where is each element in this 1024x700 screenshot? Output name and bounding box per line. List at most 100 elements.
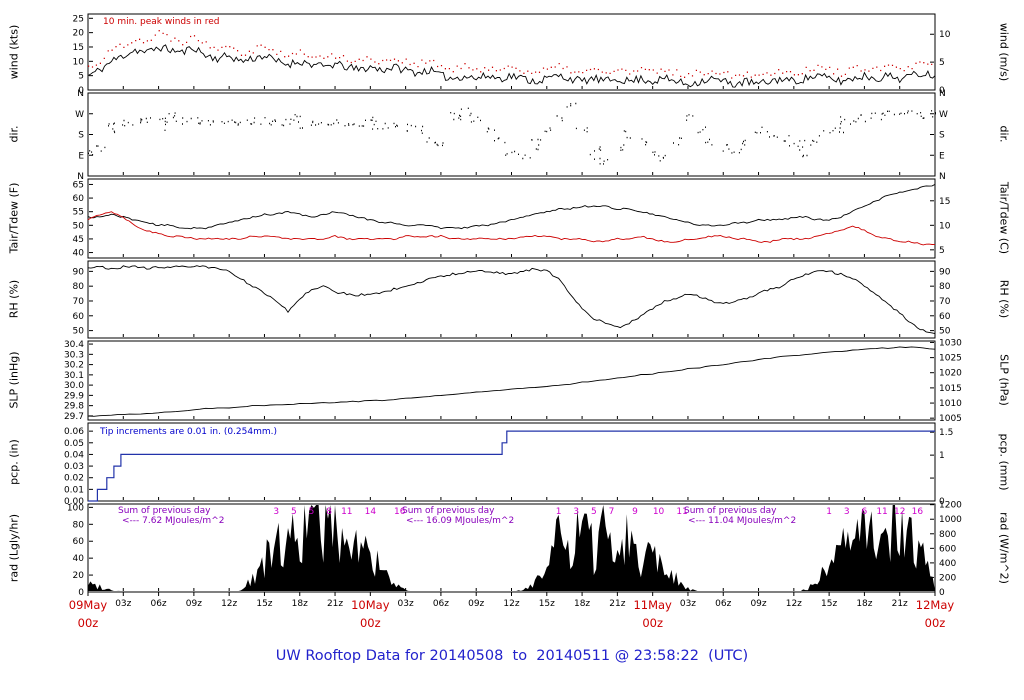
svg-text:30.4: 30.4 — [64, 340, 84, 350]
svg-text:30.3: 30.3 — [64, 350, 84, 360]
svg-text:0: 0 — [78, 86, 84, 96]
svg-text:N: N — [939, 89, 946, 99]
dir-scatter — [88, 102, 936, 165]
svg-text:0: 0 — [939, 86, 945, 96]
svg-text:0.05: 0.05 — [64, 439, 84, 449]
svg-text:00z: 00z — [642, 616, 663, 630]
ylabel-pcp-right: pcp. (mm) — [997, 433, 1011, 491]
panel-slp: 29.729.829.930.030.130.230.330.4 1005 1010… — [64, 338, 962, 424]
ylabel-slp-left: SLP (inHg) — [7, 351, 21, 409]
svg-text:09z: 09z — [186, 599, 202, 609]
svg-text:1200: 1200 — [939, 501, 962, 511]
svg-text:50: 50 — [73, 327, 85, 337]
svg-text:00z: 00z — [78, 616, 99, 630]
svg-text:60: 60 — [73, 537, 85, 547]
rad-sum-day1: Sum of previous day <--- 7.62 MJoules/m^… — [118, 506, 224, 526]
svg-text:1: 1 — [939, 451, 945, 461]
svg-text:1: 1 — [556, 507, 562, 517]
svg-text:200: 200 — [939, 573, 956, 583]
rad-sum-day3-line1: Sum of previous day — [684, 506, 777, 516]
svg-text:03z: 03z — [680, 599, 696, 609]
panel-rh: 50 60 70 80 90 50 60 70 80 90 — [73, 260, 951, 339]
svg-text:00z: 00z — [360, 616, 381, 630]
svg-text:12z: 12z — [786, 599, 802, 609]
figure-title: UW Rooftop Data for 20140508 to 20140511… — [275, 648, 749, 664]
svg-text:1015: 1015 — [939, 384, 962, 394]
svg-text:18z: 18z — [856, 599, 872, 609]
rad-sum-day1-line2: <--- 7.62 MJoules/m^2 — [122, 516, 225, 526]
ylabel-rh-left: RH (%) — [7, 279, 21, 319]
svg-text:1000: 1000 — [939, 515, 962, 525]
rad-sum-day1-line1: Sum of previous day — [118, 506, 211, 516]
svg-text:3: 3 — [273, 507, 279, 517]
svg-text:11: 11 — [341, 507, 352, 517]
svg-text:N: N — [77, 89, 84, 99]
rad-sum-day2-line1: Sum of previous day — [402, 506, 495, 516]
svg-text:12z: 12z — [221, 599, 237, 609]
ylabel-pcp-left: pcp. (in) — [7, 439, 21, 485]
rad-area — [88, 505, 935, 591]
svg-text:80: 80 — [939, 282, 951, 292]
svg-text:0: 0 — [939, 497, 945, 507]
svg-text:21z: 21z — [609, 599, 625, 609]
svg-text:0.04: 0.04 — [64, 450, 84, 460]
svg-text:10: 10 — [939, 30, 951, 40]
svg-text:20: 20 — [73, 571, 85, 581]
svg-text:15z: 15z — [256, 599, 272, 609]
svg-text:15: 15 — [73, 43, 84, 53]
svg-text:10: 10 — [939, 221, 951, 231]
svg-text:7: 7 — [609, 507, 615, 517]
svg-text:80: 80 — [73, 282, 85, 292]
svg-text:14: 14 — [365, 507, 377, 517]
svg-text:3: 3 — [844, 507, 850, 517]
svg-text:8: 8 — [326, 507, 332, 517]
svg-text:20: 20 — [73, 29, 85, 39]
svg-text:1010: 1010 — [939, 399, 962, 409]
svg-text:50: 50 — [939, 327, 951, 337]
svg-text:06z: 06z — [433, 599, 449, 609]
svg-text:11May: 11May — [633, 598, 672, 612]
svg-text:6: 6 — [862, 507, 868, 517]
panel-temp: 40 45 50 55 60 65 5 10 15 — [73, 178, 951, 259]
svg-text:5: 5 — [309, 507, 315, 517]
pcp-tip-note: Tip increments are 0.01 in. (0.254mm.) — [100, 427, 277, 437]
svg-text:S: S — [939, 131, 945, 141]
svg-text:50: 50 — [73, 221, 85, 231]
rad-sum-day3: Sum of previous day <--- 11.04 MJoules/m… — [684, 506, 796, 526]
svg-text:600: 600 — [939, 544, 956, 554]
svg-text:55: 55 — [73, 208, 84, 218]
svg-text:9: 9 — [632, 507, 638, 517]
svg-text:03z: 03z — [398, 599, 414, 609]
temp-series-0 — [87, 184, 936, 230]
svg-text:E: E — [939, 151, 945, 161]
svg-text:15: 15 — [939, 197, 950, 207]
svg-text:18z: 18z — [292, 599, 308, 609]
svg-text:400: 400 — [939, 559, 956, 569]
svg-text:09z: 09z — [750, 599, 766, 609]
ylabel-temp-right: Tair/Tdew (C) — [997, 181, 1011, 255]
svg-text:0.06: 0.06 — [64, 427, 84, 437]
svg-text:16: 16 — [394, 507, 406, 517]
rad-sum-day2: Sum of previous day <--- 16.09 MJoules/m… — [402, 506, 514, 526]
svg-text:09May: 09May — [69, 598, 108, 612]
svg-text:12May: 12May — [916, 598, 955, 612]
svg-text:S: S — [78, 131, 84, 141]
svg-text:10: 10 — [653, 507, 665, 517]
svg-text:0.03: 0.03 — [64, 462, 84, 472]
svg-text:N: N — [939, 172, 946, 182]
svg-text:1025: 1025 — [939, 354, 962, 364]
svg-text:5: 5 — [591, 507, 597, 517]
svg-text:29.7: 29.7 — [64, 412, 84, 422]
svg-text:21z: 21z — [327, 599, 343, 609]
svg-text:0.01: 0.01 — [64, 485, 84, 495]
svg-text:45: 45 — [73, 235, 84, 245]
svg-text:65: 65 — [73, 180, 84, 190]
ylabel-rh-right: RH (%) — [997, 279, 1011, 319]
svg-text:03z: 03z — [115, 599, 131, 609]
svg-text:90: 90 — [73, 267, 85, 277]
temp-series-1 — [87, 211, 936, 246]
ylabel-temp-left: Tair/Tdew (F) — [7, 182, 21, 254]
svg-text:90: 90 — [939, 267, 951, 277]
